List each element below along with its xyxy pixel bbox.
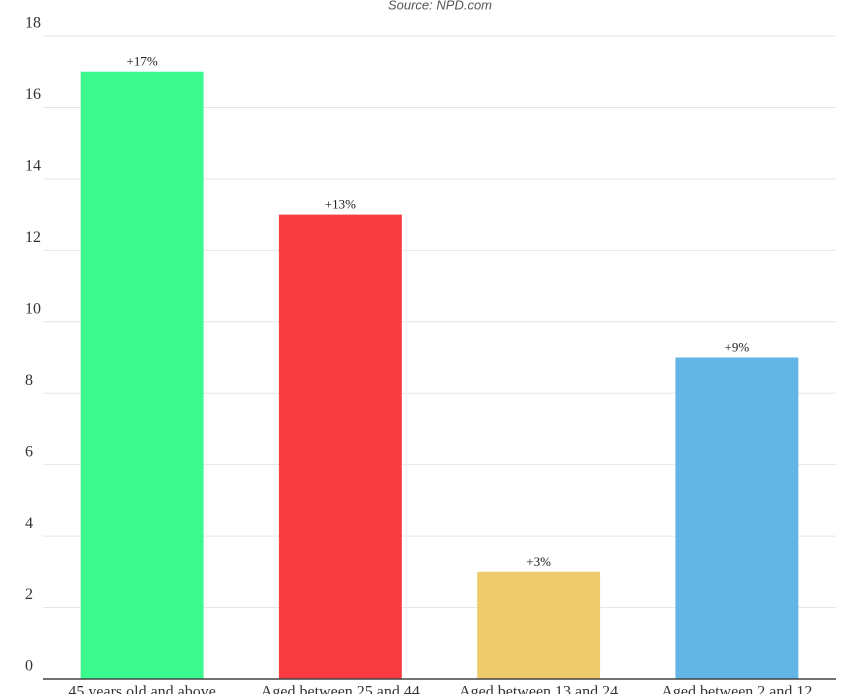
chart-subtitle: Source: NPD.com — [388, 0, 492, 12]
bar — [675, 357, 799, 679]
y-tick-label: 18 — [25, 15, 41, 32]
value-label: +3% — [526, 554, 551, 569]
x-tick-label: 45 years old and above — [68, 684, 216, 694]
y-tick-label: 12 — [25, 229, 41, 246]
y-tick-label: 0 — [25, 658, 33, 675]
x-tick-label: Aged between 2 and 12 — [661, 684, 812, 694]
bar — [477, 571, 601, 679]
y-tick-label: 10 — [25, 300, 41, 317]
y-tick-label: 8 — [25, 372, 33, 389]
y-tick-label: 6 — [25, 443, 33, 460]
value-label: +9% — [725, 339, 750, 354]
y-tick-label: 14 — [25, 158, 41, 175]
value-label: +17% — [127, 54, 158, 69]
bar — [80, 71, 204, 679]
y-tick-label: 16 — [25, 86, 41, 103]
value-label: +13% — [325, 197, 356, 212]
y-tick-label: 2 — [25, 586, 33, 603]
x-tick-label: Aged between 13 and 24 — [459, 684, 618, 694]
y-tick-label: 4 — [25, 515, 33, 532]
x-tick-label: Aged between 25 and 44 — [261, 684, 420, 694]
bar — [278, 214, 402, 679]
